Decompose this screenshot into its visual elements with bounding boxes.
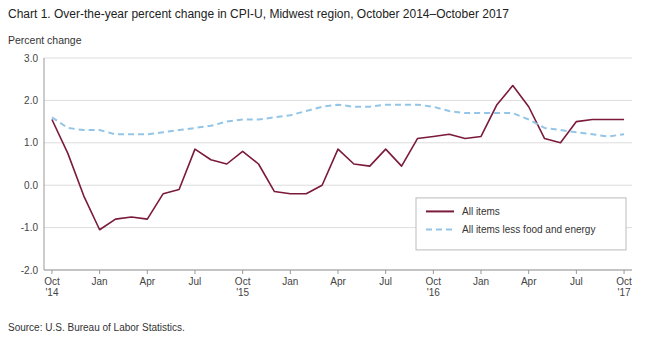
x-tick <box>242 270 243 274</box>
y-tick-label: 2.0 <box>24 95 38 106</box>
x-tick-label: Oct'17 <box>616 276 632 298</box>
x-tick-label: Oct'16 <box>426 276 442 298</box>
x-tick-label: Jan <box>473 276 489 287</box>
x-tick-label: Apr <box>521 276 537 287</box>
legend-box <box>416 198 626 250</box>
x-tick-label: Oct'14 <box>44 276 60 298</box>
x-tick <box>338 270 339 274</box>
x-tick-label: Apr <box>330 276 346 287</box>
y-axis-line <box>44 58 45 270</box>
x-tick <box>576 270 577 274</box>
x-tick-label: Jul <box>189 276 202 287</box>
x-tick <box>385 270 386 274</box>
y-tick-label: -2.0 <box>21 265 39 276</box>
x-tick <box>194 270 195 274</box>
grid-line <box>44 58 632 59</box>
x-tick <box>51 270 52 274</box>
grid-line <box>44 142 632 143</box>
x-tick-label: Jan <box>92 276 108 287</box>
x-tick <box>481 270 482 274</box>
source-note: Source: U.S. Bureau of Labor Statistics. <box>8 322 185 333</box>
chart: Chart 1. Over-the-year percent change in… <box>0 0 650 337</box>
x-tick-label: Jul <box>379 276 392 287</box>
x-tick-label: Jan <box>282 276 298 287</box>
x-tick <box>147 270 148 274</box>
x-tick <box>528 270 529 274</box>
y-tick-label: 1.0 <box>24 137 38 148</box>
x-tick-label: Apr <box>140 276 156 287</box>
legend-swatch <box>426 210 454 212</box>
legend-label: All items less food and energy <box>462 224 595 235</box>
series-line <box>52 105 624 137</box>
grid-line <box>44 185 632 186</box>
y-axis-label: Percent change <box>8 34 82 46</box>
x-tick <box>433 270 434 274</box>
y-tick-label: 3.0 <box>24 53 38 64</box>
x-tick-label: Oct'15 <box>235 276 251 298</box>
legend-label: All items <box>462 206 500 217</box>
x-tick <box>290 270 291 274</box>
x-tick <box>99 270 100 274</box>
grid <box>44 58 632 270</box>
legend-swatch <box>426 228 454 230</box>
y-tick-label: 0.0 <box>24 180 38 191</box>
y-tick-label: -1.0 <box>21 222 39 233</box>
x-tick-label: Jul <box>570 276 583 287</box>
legend: All items All items less food and energy <box>416 198 626 250</box>
grid-line <box>44 100 632 101</box>
title: Chart 1. Over-the-year percent change in… <box>8 7 509 21</box>
x-tick <box>624 270 625 274</box>
